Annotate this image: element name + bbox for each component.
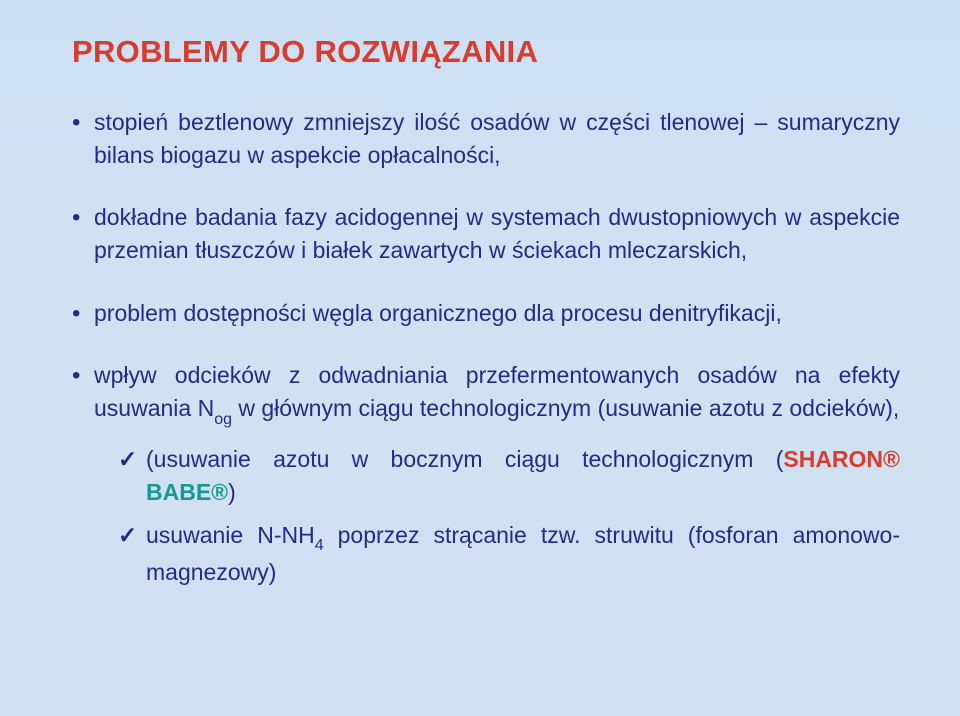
sub-text-pre: (usuwanie azotu w bocznym ciągu technolo…: [146, 446, 783, 472]
sub-list-item: usuwanie N-NH4 poprzez strącanie tzw. st…: [118, 519, 900, 589]
bullet-text: stopień beztlenowy zmniejszy ilość osadó…: [94, 109, 900, 168]
list-item: problem dostępności węgla organicznego d…: [72, 297, 900, 330]
chem-subscript: og: [214, 411, 232, 428]
bullet-text: dokładne badania fazy acidogennej w syst…: [94, 204, 900, 263]
sub-list-item: (usuwanie azotu w bocznym ciągu technolo…: [118, 443, 900, 508]
bullet-text-post: w głównym ciągu technologicznym (usuwani…: [232, 395, 899, 421]
slide-title: PROBLEMY DO ROZWIĄZANIA: [72, 34, 900, 70]
list-item: wpływ odcieków z odwadniania przeferment…: [72, 359, 900, 588]
bullet-list: stopień beztlenowy zmniejszy ilość osadó…: [72, 106, 900, 589]
list-item: stopień beztlenowy zmniejszy ilość osadó…: [72, 106, 900, 171]
list-item: dokładne badania fazy acidogennej w syst…: [72, 201, 900, 266]
bullet-text: problem dostępności węgla organicznego d…: [94, 300, 782, 326]
slide-root: PROBLEMY DO ROZWIĄZANIA stopień beztleno…: [0, 0, 960, 716]
accent-babe: BABE®: [146, 479, 228, 505]
sub-bullet-list: (usuwanie azotu w bocznym ciągu technolo…: [94, 443, 900, 588]
sub-text-post: ): [228, 479, 236, 505]
sub-text-pre: usuwanie N-NH: [146, 522, 315, 548]
accent-sharon: SHARON®: [783, 446, 900, 472]
chem-subscript: 4: [315, 537, 324, 554]
